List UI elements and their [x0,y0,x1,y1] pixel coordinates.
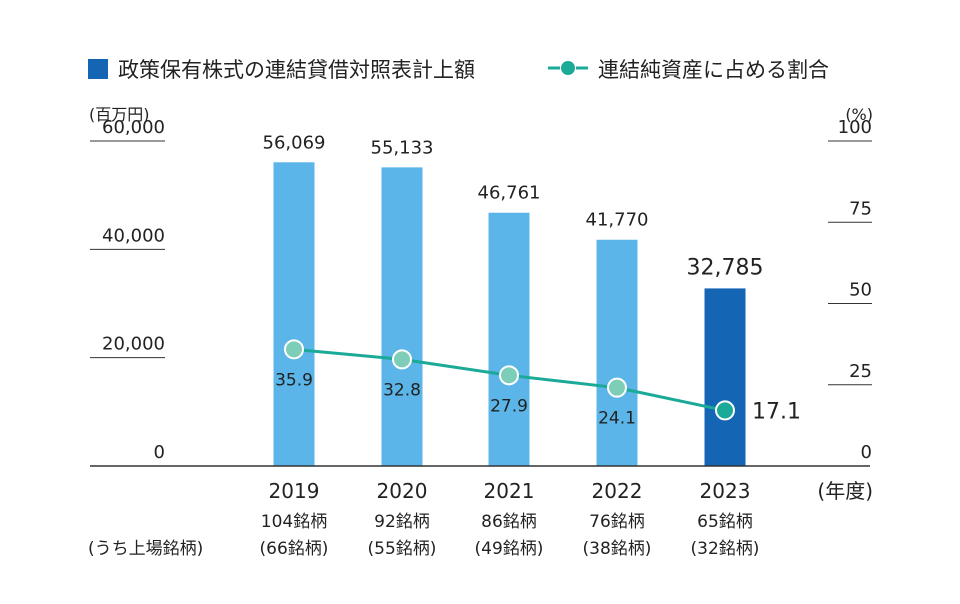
right-tick-label: 75 [849,198,872,219]
stock-count-label: 76銘柄 [589,512,645,532]
listed-count-label: (49銘柄) [475,539,544,559]
x-tick-label: 2022 [592,479,643,503]
ratio-value-label: 27.9 [490,396,528,416]
bar [273,162,315,467]
ratio-marker [607,377,627,398]
ratio-value-label: 17.1 [752,399,801,424]
right-tick-label: 0 [861,442,872,463]
bar [488,212,530,466]
bar-value-label: 41,770 [586,210,649,231]
x-axis-unit: (年度) [817,479,873,503]
left-axis: 0 20,000 40,000 60,000 [90,117,165,463]
legend-bar-swatch [88,59,108,79]
ratio-marker [715,400,735,421]
bar-value-label: 46,761 [478,183,541,204]
bar [704,288,746,466]
ratio-marker [392,349,412,370]
x-tick-label: 2020 [377,479,428,503]
bar [596,239,638,466]
x-tick-label: 2023 [700,479,751,503]
ratio-marker [499,365,519,386]
right-axis-unit: (%) [845,105,873,124]
left-tick-label: 40,000 [102,225,165,246]
legend-line-marker [561,61,575,75]
listed-count-label: (66銘柄) [260,539,329,559]
stock-count-label: 86銘柄 [481,512,537,532]
right-tick-label: 25 [849,361,872,382]
ratio-value-label: 24.1 [598,409,636,429]
right-axis: 0 25 50 75 100 [828,117,872,463]
left-axis-unit: (百万円) [89,105,150,124]
legend: 政策保有株式の連結貸借対照表計上額 連結純資産に占める割合 [88,58,829,82]
bar-value-label: 55,133 [371,137,434,158]
stock-count-label: 92銘柄 [374,512,430,532]
stock-count-label: 65銘柄 [697,512,753,532]
ratio-value-label: 35.9 [275,370,313,390]
legend-line-label: 連結純資産に占める割合 [598,58,829,82]
x-axis-labels: 2019 104銘柄 (66銘柄) 2020 92銘柄 (55銘柄) 2021 86銘柄 (49… [260,479,760,559]
ratio-marker [284,339,304,360]
ratio-value-label: 32.8 [383,380,421,400]
legend-bar-label: 政策保有株式の連結貸借対照表計上額 [118,58,475,82]
listed-count-label: (32銘柄) [691,539,760,559]
line-series: 35.9 32.8 27.9 24.1 17.1 [275,339,801,429]
left-tick-label: 60,000 [102,117,165,138]
bar-value-label: 32,785 [687,255,764,280]
bar-value-labels: 56,069 55,133 46,761 41,770 32,785 [263,132,764,280]
bar [381,167,423,466]
x-tick-label: 2019 [269,479,320,503]
bar-value-label: 56,069 [263,132,326,153]
bar-series [273,162,746,467]
right-tick-label: 100 [838,117,872,138]
listed-row-label: (うち上場銘柄) [88,539,203,559]
x-tick-label: 2021 [484,479,535,503]
listed-count-label: (55銘柄) [368,539,437,559]
left-tick-label: 0 [154,442,165,463]
stock-count-label: 104銘柄 [261,512,327,532]
listed-count-label: (38銘柄) [583,539,652,559]
left-tick-label: 20,000 [102,334,165,355]
right-tick-label: 50 [849,280,872,301]
